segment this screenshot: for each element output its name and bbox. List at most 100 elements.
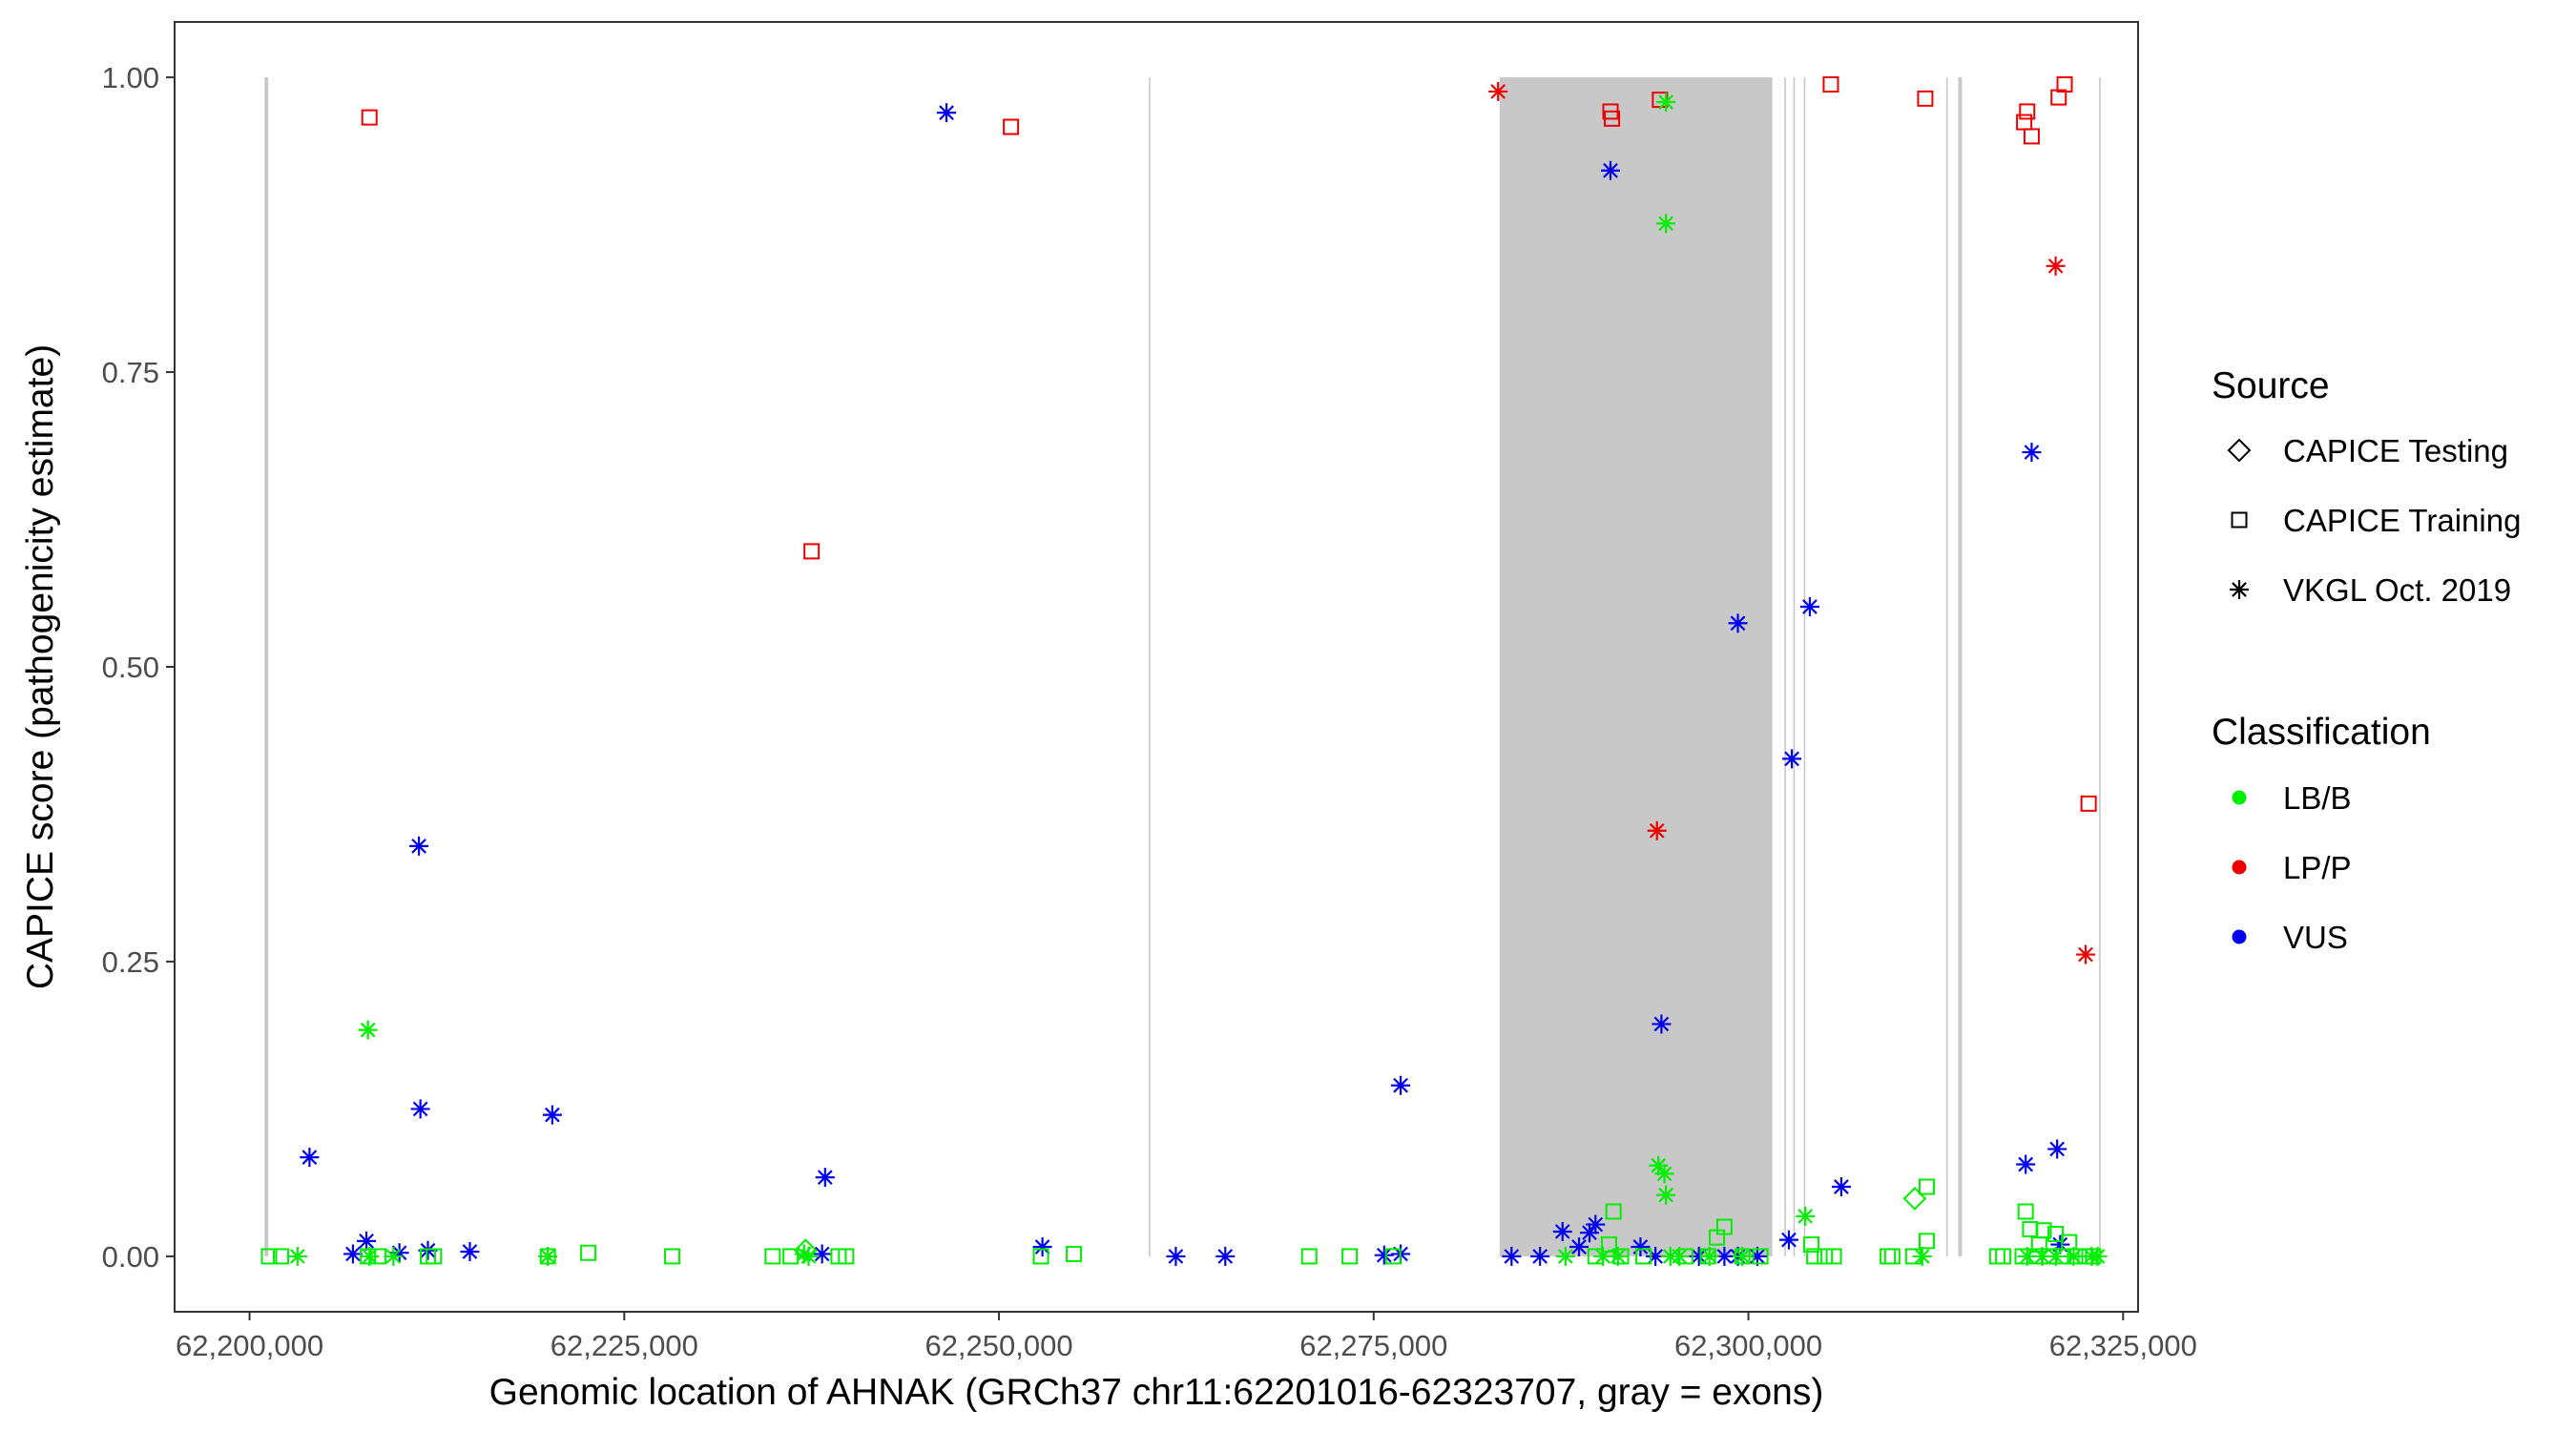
data-point (410, 1099, 430, 1119)
data-point (1555, 1246, 1575, 1266)
data-point (1488, 81, 1508, 101)
data-point (1341, 1248, 1359, 1265)
legend-class-item: LP/P (2232, 850, 2352, 885)
data-point (1822, 75, 1839, 93)
data-point (1003, 118, 1020, 135)
data-point (1656, 93, 1676, 113)
data-point (1656, 214, 1676, 234)
exon-band (1499, 77, 1773, 1256)
data-point (1831, 1177, 1851, 1197)
legend-label: VKGL Oct. 2019 (2283, 572, 2511, 608)
data-point (273, 1248, 290, 1265)
data-point (782, 1248, 800, 1265)
data-point (1066, 1245, 1083, 1262)
data-point (1806, 1248, 1823, 1265)
data-point (361, 109, 378, 126)
legend-label: CAPICE Training (2283, 503, 2521, 538)
legend-key-dot (2232, 860, 2247, 875)
data-point (1656, 1185, 1676, 1205)
data-point (426, 1248, 443, 1265)
data-point (1601, 160, 1621, 180)
exon-band (264, 77, 269, 1256)
data-point (1995, 1248, 2012, 1265)
data-point (360, 1248, 377, 1265)
exon-band (1793, 77, 1796, 1256)
data-point (358, 1020, 378, 1040)
data-point (799, 1246, 819, 1266)
data-point (1752, 1248, 1769, 1265)
data-point (1374, 1245, 1394, 1265)
data-point (1782, 749, 1802, 769)
data-point (2016, 1154, 2036, 1174)
data-point (1670, 1246, 1690, 1266)
legend-source-item: CAPICE Training (2231, 503, 2521, 538)
y-tick-label: 0.75 (102, 356, 159, 389)
data-points (260, 75, 2108, 1266)
data-point (2067, 1248, 2084, 1265)
data-point (1032, 1248, 1049, 1265)
data-point (1677, 1248, 1694, 1265)
data-point (1631, 1237, 1651, 1257)
data-point (1300, 1248, 1318, 1265)
y-tick-label: 0.25 (102, 945, 159, 979)
data-point (2035, 1222, 2052, 1239)
data-point (1902, 1186, 1927, 1211)
data-point (580, 1244, 597, 1261)
data-point (343, 1244, 363, 1264)
data-point (409, 836, 429, 856)
legend-source-item: VKGL Oct. 2019 (2230, 572, 2511, 608)
x-axis: 62,200,000 62,225,000 62,250,000 62,275,000… (176, 1312, 2197, 1362)
x-axis-title: Genomic location of AHNAK (GRCh37 chr11:… (489, 1372, 1824, 1413)
legend-classification-title: Classification (2212, 712, 2431, 753)
data-point (793, 1238, 818, 1263)
data-point (2080, 795, 2097, 812)
x-tick-label: 62,250,000 (924, 1329, 1072, 1362)
legend-label: LB/B (2283, 780, 2352, 816)
data-point (1552, 1221, 1572, 1241)
x-tick-label: 62,275,000 (1299, 1329, 1447, 1362)
data-point (2017, 1203, 2034, 1220)
data-point (1384, 1248, 1402, 1265)
legend-key-asterisk (2230, 580, 2249, 599)
data-point (1904, 1248, 1922, 1265)
legend-classification-items: LB/B LP/P VUS (2232, 780, 2352, 955)
legend-class-item: LB/B (2232, 780, 2352, 816)
data-point (1569, 1237, 1589, 1257)
data-point (1715, 1218, 1733, 1235)
data-point (1817, 1248, 1834, 1265)
legend-label: CAPICE Testing (2283, 433, 2508, 468)
data-point (300, 1148, 320, 1168)
legend-label: LP/P (2283, 850, 2352, 885)
data-point (1600, 1236, 1617, 1254)
data-point (1530, 1246, 1550, 1266)
y-tick-label: 0.00 (102, 1240, 159, 1274)
data-point (1587, 1248, 1604, 1265)
data-point (1796, 1206, 1816, 1226)
data-point (1166, 1246, 1186, 1266)
data-point (1734, 1248, 1751, 1265)
data-point (384, 1246, 404, 1266)
data-point (1699, 1248, 1716, 1265)
legend-source-title: Source (2212, 365, 2330, 406)
data-point (2046, 256, 2066, 276)
data-point (1883, 1248, 1901, 1265)
legend-key-dot (2232, 929, 2247, 944)
data-point (357, 1231, 377, 1251)
data-point (937, 103, 957, 123)
legend-key-square (2231, 511, 2248, 529)
data-point (2014, 1248, 2031, 1265)
data-point (1778, 1230, 1798, 1250)
data-point (287, 1246, 307, 1266)
data-point (1032, 1237, 1052, 1257)
data-point (1917, 90, 1934, 107)
data-point (1825, 1248, 1842, 1265)
data-point (812, 1244, 832, 1264)
exon-band (1784, 77, 1786, 1256)
legend-key-diamond (2227, 438, 2252, 463)
legend-label: VUS (2283, 920, 2348, 955)
data-point (2047, 1139, 2067, 1159)
legend: Source CAPICE Testing CAPICE Training VKGL… (2212, 365, 2521, 955)
data-point (2050, 89, 2067, 106)
data-point (1604, 110, 1621, 127)
